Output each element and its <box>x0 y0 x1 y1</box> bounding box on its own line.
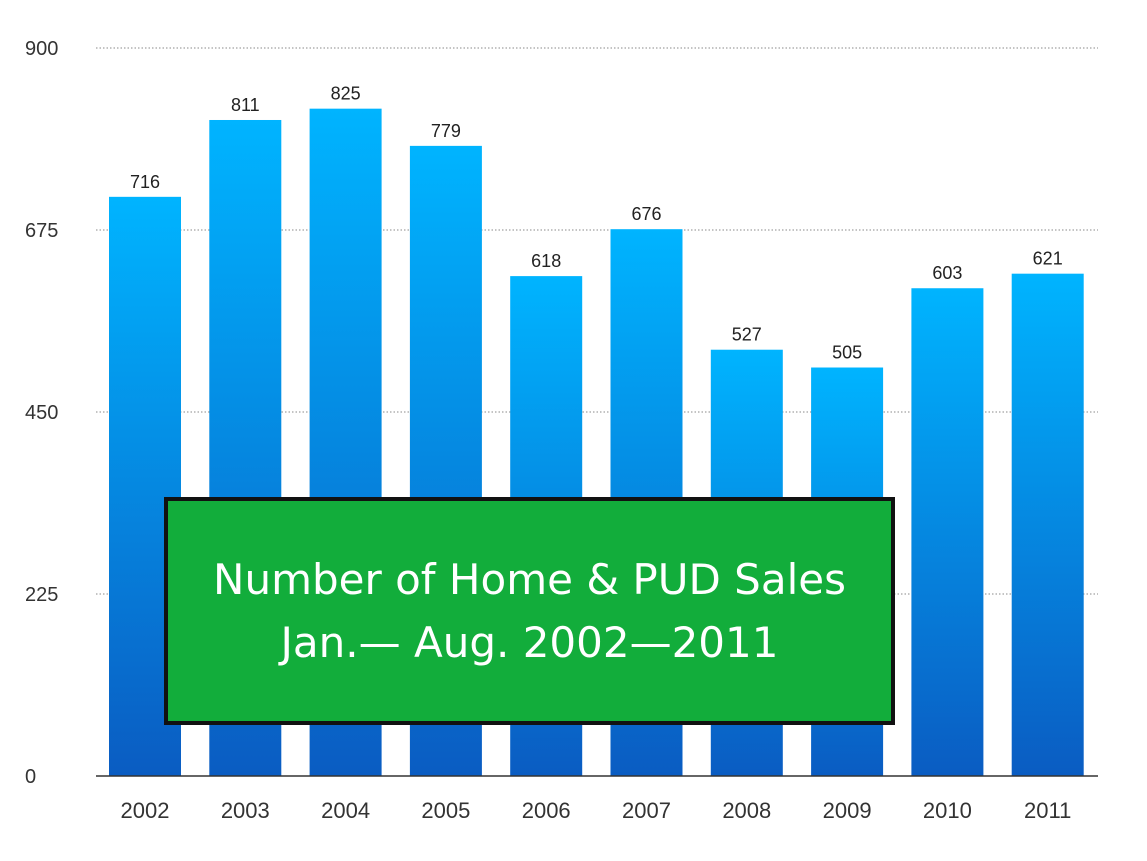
x-tick-label: 2003 <box>221 798 270 823</box>
x-tick-label: 2011 <box>1024 798 1071 823</box>
x-tick-label: 2005 <box>421 798 470 823</box>
data-labels: 716 811 825 779 618 676 527 505 603 621 <box>130 84 1063 363</box>
bar-value-label: 811 <box>231 95 260 115</box>
y-tick-label: 225 <box>25 584 58 606</box>
bar-value-label: 505 <box>832 343 862 363</box>
y-tick-label: 450 <box>25 402 58 424</box>
bar-value-label: 527 <box>732 325 762 345</box>
bar-value-label: 621 <box>1033 249 1063 269</box>
x-tick-label: 2008 <box>722 798 771 823</box>
x-tick-label: 2009 <box>823 798 872 823</box>
chart-title: Number of Home & PUD Sales <box>213 555 846 604</box>
x-tick-label: 2002 <box>121 798 170 823</box>
bar-value-label: 618 <box>531 251 561 271</box>
x-tick-label: 2004 <box>321 798 370 823</box>
bar <box>1011 273 1084 776</box>
bar-value-label: 779 <box>431 121 461 141</box>
x-tick-label: 2010 <box>923 798 972 823</box>
bar-value-label: 716 <box>130 172 160 192</box>
y-tick-label: 900 <box>25 38 58 60</box>
x-tick-label: 2007 <box>622 798 671 823</box>
y-tick-label: 0 <box>25 766 36 788</box>
x-tick-label: 2006 <box>522 798 571 823</box>
y-axis-ticks: 0 225 450 675 900 <box>25 38 58 788</box>
chart-subtitle: Jan.— Aug. 2002—2011 <box>280 618 779 667</box>
x-axis-ticks: 2002 2003 2004 2005 2006 2007 2008 2009 2010 2011 <box>121 798 1072 823</box>
chart-title-box: Number of Home & PUD Sales Jan.— Aug. 20… <box>164 497 895 725</box>
bar <box>911 288 984 776</box>
bar-value-label: 676 <box>631 204 661 224</box>
y-tick-label: 675 <box>25 220 58 242</box>
bar-value-label: 825 <box>331 84 361 104</box>
bar-value-label: 603 <box>932 263 962 283</box>
